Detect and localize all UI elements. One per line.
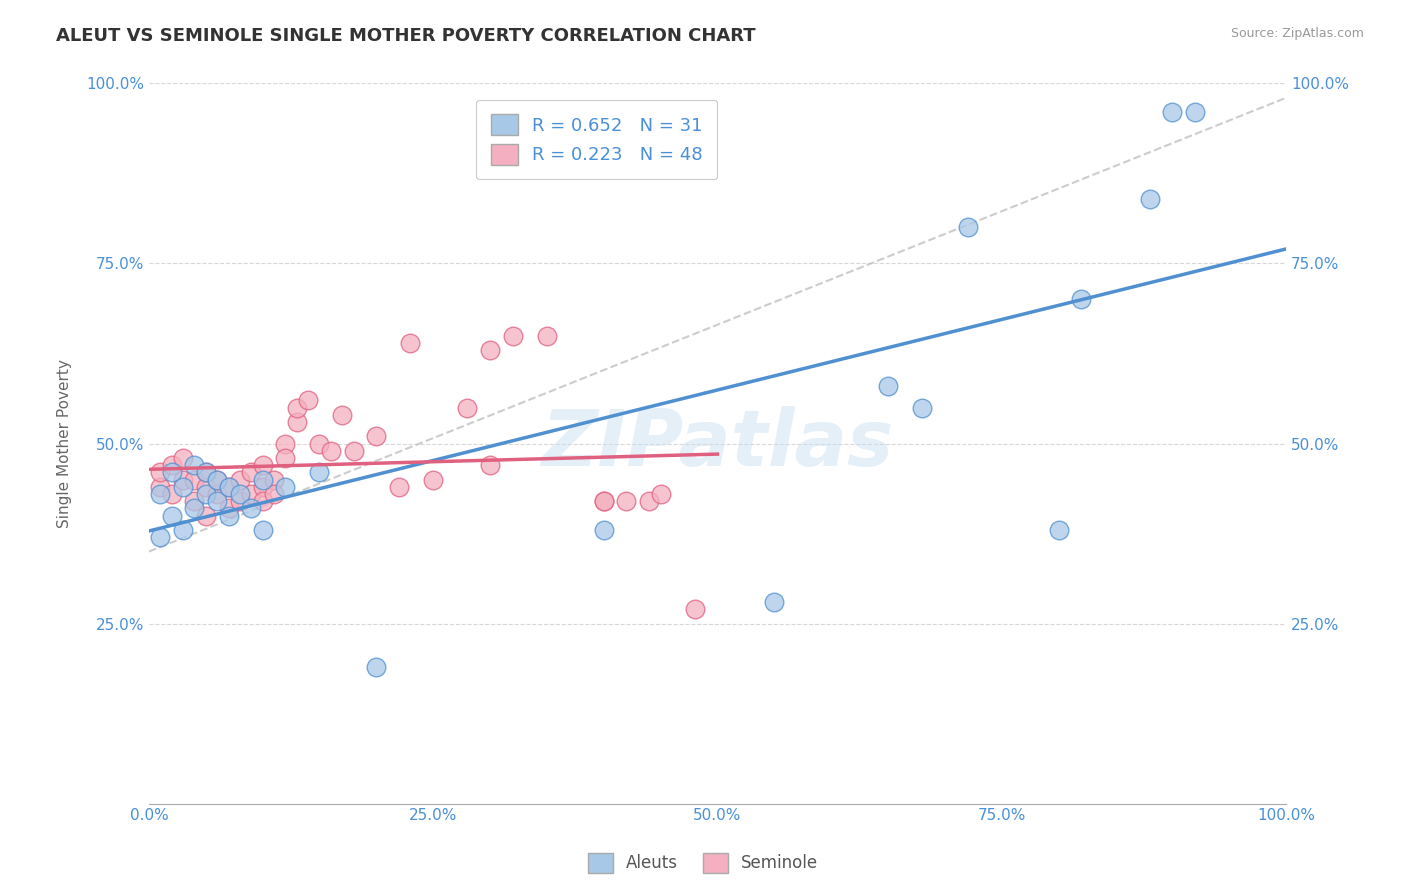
Point [172,480,194,494]
Legend: Aleuts, Seminole: Aleuts, Seminole [581,847,825,880]
Point [149,530,172,544]
Point [229,487,252,501]
Point [616,494,638,508]
Point [456,401,478,415]
Point [205,473,228,487]
Point [308,466,330,480]
Point [183,494,205,508]
Point [205,494,228,508]
Point [763,595,786,609]
Point [683,602,706,616]
Legend: R = 0.652   N = 31, R = 0.223   N = 48: R = 0.652 N = 31, R = 0.223 N = 48 [477,100,717,179]
Point [650,487,672,501]
Text: ZIPatlas: ZIPatlas [541,406,894,482]
Point [592,523,614,537]
Point [172,450,194,465]
Point [194,466,217,480]
Point [308,436,330,450]
Point [285,415,308,429]
Point [183,473,205,487]
Point [1139,192,1161,206]
Point [149,480,172,494]
Y-axis label: Single Mother Poverty: Single Mother Poverty [58,359,72,528]
Point [172,523,194,537]
Point [911,401,934,415]
Point [274,480,297,494]
Point [149,466,172,480]
Point [285,401,308,415]
Point [366,660,388,674]
Point [274,450,297,465]
Point [240,501,263,516]
Point [183,501,205,516]
Point [205,473,228,487]
Point [194,480,217,494]
Point [183,458,205,472]
Point [240,487,263,501]
Point [1070,293,1092,307]
Point [252,480,274,494]
Point [330,408,353,422]
Point [388,480,411,494]
Point [592,494,614,508]
Text: Source: ZipAtlas.com: Source: ZipAtlas.com [1230,27,1364,40]
Point [319,443,342,458]
Point [252,523,274,537]
Point [479,458,502,472]
Point [218,508,240,523]
Point [160,508,183,523]
Point [274,436,297,450]
Text: ALEUT VS SEMINOLE SINGLE MOTHER POVERTY CORRELATION CHART: ALEUT VS SEMINOLE SINGLE MOTHER POVERTY … [56,27,756,45]
Point [1161,105,1184,120]
Point [1047,523,1070,537]
Point [194,508,217,523]
Point [263,487,285,501]
Point [297,393,319,408]
Point [218,501,240,516]
Point [342,443,364,458]
Point [160,466,183,480]
Point [218,480,240,494]
Point [252,494,274,508]
Point [172,473,194,487]
Point [263,473,285,487]
Point [194,466,217,480]
Point [638,494,661,508]
Point [366,429,388,443]
Point [502,328,524,343]
Point [592,494,614,508]
Point [1184,105,1206,120]
Point [956,220,979,235]
Point [399,335,422,350]
Point [422,473,444,487]
Point [194,487,217,501]
Point [240,466,263,480]
Point [252,458,274,472]
Point [479,343,502,357]
Point [149,487,172,501]
Point [229,473,252,487]
Point [160,487,183,501]
Point [229,494,252,508]
Point [160,458,183,472]
Point [218,480,240,494]
Point [205,487,228,501]
Point [877,379,900,393]
Point [536,328,558,343]
Point [252,473,274,487]
